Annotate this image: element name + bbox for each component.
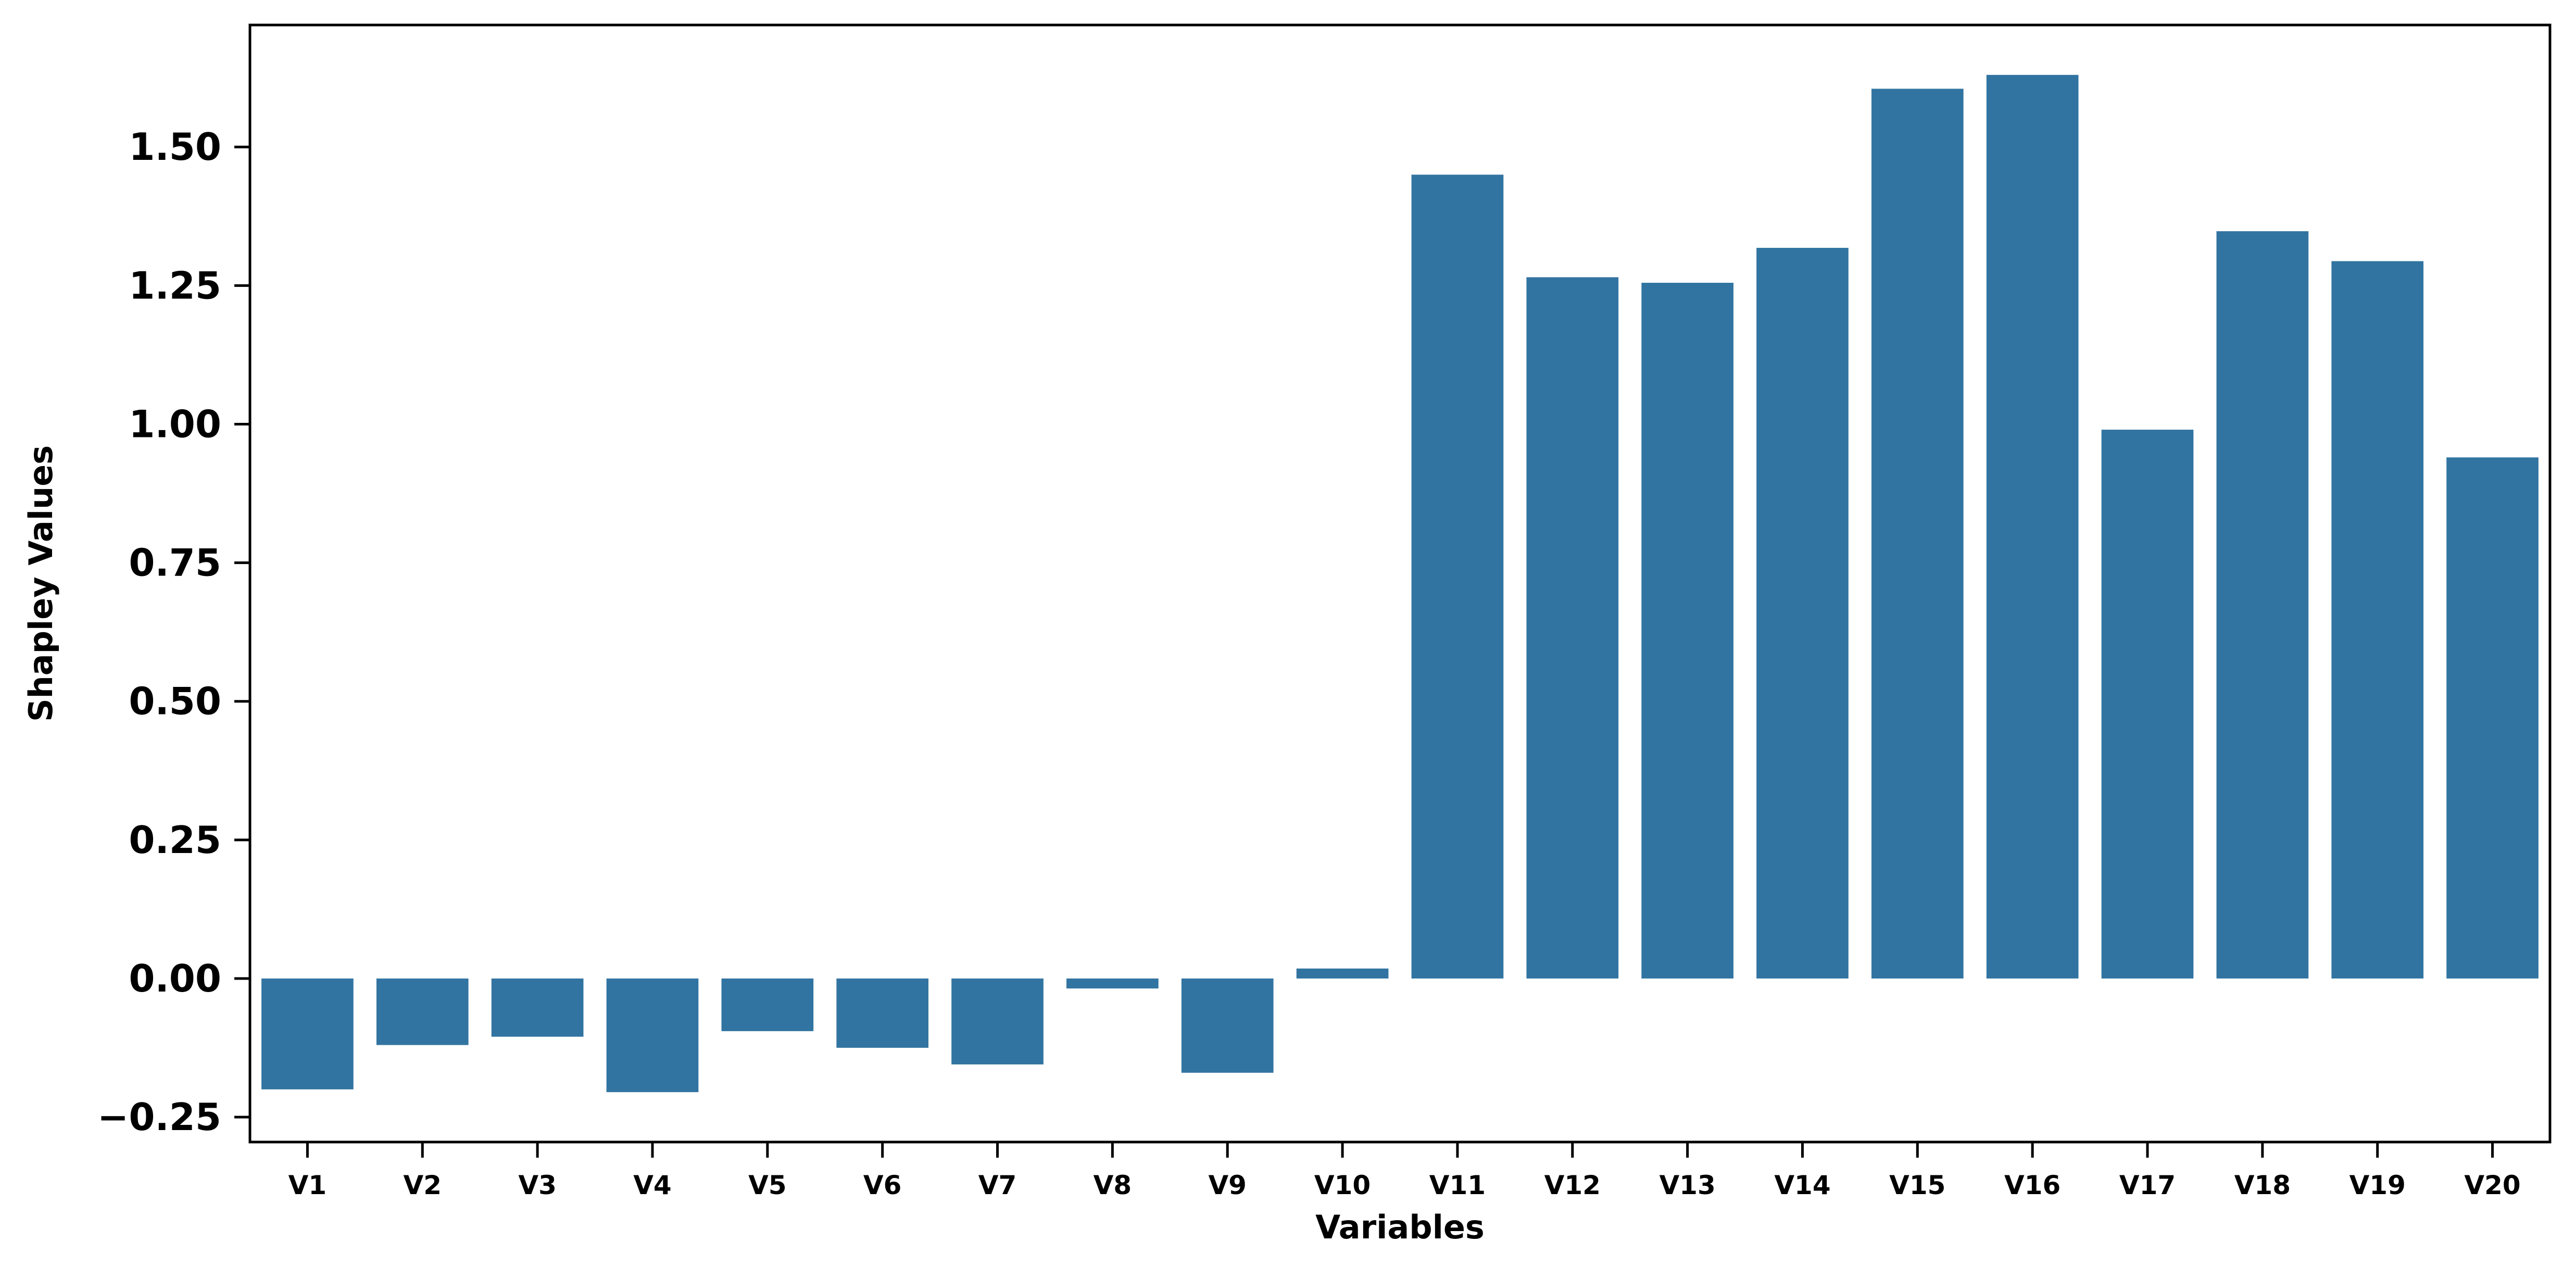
x-tick-label: V10 — [1314, 1170, 1371, 1200]
bar-V15 — [1871, 89, 1964, 979]
y-axis-ticks: −0.25 0.00 0.25 0.50 0.75 1.00 1.25 1.50 — [97, 125, 250, 1139]
y-tick-label: 0.75 — [129, 541, 221, 585]
x-tick-label: V17 — [2119, 1170, 2176, 1200]
x-tick-label: V7 — [978, 1170, 1017, 1200]
x-tick-label: V6 — [863, 1170, 902, 1200]
x-tick-label: V2 — [404, 1170, 442, 1200]
x-tick-label: V16 — [2004, 1170, 2060, 1200]
x-tick-label: V15 — [1889, 1170, 1945, 1200]
bar-V19 — [2331, 261, 2424, 979]
x-tick-label: V9 — [1208, 1170, 1247, 1200]
y-axis-label: Shapley Values — [22, 445, 60, 722]
bar-V6 — [836, 978, 929, 1048]
bar-V2 — [376, 978, 469, 1045]
y-tick-label: 0.50 — [129, 680, 221, 723]
y-tick-label: 0.25 — [129, 818, 221, 862]
bar-V16 — [1986, 74, 2079, 979]
x-tick-label: V13 — [1659, 1170, 1715, 1200]
bar-V17 — [2101, 430, 2194, 979]
x-tick-label: V4 — [633, 1170, 672, 1200]
x-tick-label: V11 — [1429, 1170, 1486, 1200]
bar-V5 — [721, 978, 814, 1032]
x-tick-label: V19 — [2349, 1170, 2406, 1200]
x-tick-label: V8 — [1094, 1170, 1132, 1200]
bar-V20 — [2446, 457, 2539, 979]
y-tick-label: 1.25 — [129, 264, 221, 307]
bar-V7 — [951, 978, 1044, 1064]
y-tick-label: 1.00 — [129, 402, 221, 446]
x-axis-ticks: V1 V2 V3 V4 V5 V6 V7 V8 V9 V10 V11 V12 V13 V14 V15 V16 V… — [288, 1142, 2521, 1200]
bar-V13 — [1641, 283, 1733, 979]
bar-V3 — [491, 978, 584, 1037]
bar-V8 — [1066, 978, 1159, 989]
plot-frame — [248, 23, 2552, 1144]
y-tick-label: 0.00 — [129, 957, 221, 1000]
x-axis-label: Variables — [1315, 1208, 1485, 1246]
bar-V9 — [1181, 978, 1274, 1073]
bar-V12 — [1526, 277, 1619, 979]
x-tick-label: V18 — [2234, 1170, 2291, 1200]
x-tick-label: V3 — [518, 1170, 557, 1200]
bar-V14 — [1756, 247, 1849, 979]
bars-group — [261, 74, 2539, 1093]
bar-V10 — [1296, 968, 1389, 979]
bar-V1 — [261, 978, 354, 1089]
y-tick-label: −0.25 — [97, 1095, 221, 1139]
x-tick-label: V14 — [1774, 1170, 1830, 1200]
bar-V18 — [2216, 231, 2309, 979]
bar-V11 — [1411, 174, 1504, 979]
x-tick-label: V12 — [1544, 1170, 1601, 1200]
x-tick-label: V5 — [748, 1170, 787, 1200]
x-tick-label: V20 — [2464, 1170, 2520, 1200]
x-tick-label: V1 — [288, 1170, 327, 1200]
bar-V4 — [606, 978, 699, 1093]
y-tick-label: 1.50 — [129, 125, 221, 169]
